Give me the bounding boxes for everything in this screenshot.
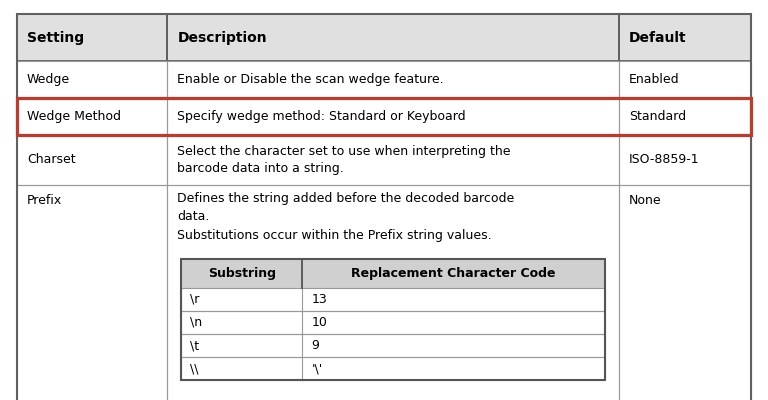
- Text: Specify wedge method: Standard or Keyboard: Specify wedge method: Standard or Keyboa…: [177, 110, 466, 123]
- Bar: [181, 357, 605, 380]
- Bar: [167, 61, 619, 98]
- Bar: [181, 311, 605, 334]
- Bar: [619, 185, 751, 400]
- Text: Wedge Method: Wedge Method: [27, 110, 121, 123]
- Text: ISO-8859-1: ISO-8859-1: [629, 153, 700, 166]
- Bar: [167, 14, 619, 61]
- Text: Prefix: Prefix: [27, 194, 62, 206]
- Bar: [17, 185, 167, 400]
- Bar: [181, 288, 605, 311]
- Text: Standard: Standard: [629, 110, 686, 123]
- Text: Charset: Charset: [27, 153, 75, 166]
- Bar: [17, 98, 751, 135]
- Text: Substring: Substring: [207, 267, 276, 280]
- Text: data.: data.: [177, 210, 210, 223]
- Text: 13: 13: [311, 293, 327, 306]
- Bar: [181, 288, 605, 311]
- Text: Select the character set to use when interpreting the
barcode data into a string: Select the character set to use when int…: [177, 145, 511, 175]
- Bar: [17, 61, 167, 98]
- Text: Description: Description: [177, 31, 267, 45]
- Bar: [167, 185, 619, 400]
- Bar: [619, 135, 751, 185]
- Bar: [17, 14, 167, 61]
- Bar: [167, 98, 619, 135]
- Bar: [17, 185, 167, 400]
- Bar: [167, 185, 619, 400]
- Text: None: None: [629, 194, 661, 206]
- Bar: [17, 135, 167, 185]
- Text: Wedge: Wedge: [27, 73, 70, 86]
- Text: Substitutions occur within the Prefix string values.: Substitutions occur within the Prefix st…: [177, 229, 492, 242]
- Text: \\: \\: [190, 362, 199, 375]
- Bar: [619, 61, 751, 98]
- Text: \n: \n: [190, 316, 203, 329]
- Bar: [167, 135, 619, 185]
- Text: Setting: Setting: [27, 31, 84, 45]
- Bar: [619, 61, 751, 98]
- Bar: [17, 14, 167, 61]
- Bar: [17, 98, 167, 135]
- Bar: [619, 14, 751, 61]
- Bar: [619, 14, 751, 61]
- Text: \r: \r: [190, 293, 200, 306]
- Text: 10: 10: [311, 316, 327, 329]
- Bar: [17, 135, 167, 185]
- Bar: [619, 98, 751, 135]
- Bar: [181, 311, 605, 334]
- Text: '\': '\': [311, 362, 323, 375]
- Text: Enable or Disable the scan wedge feature.: Enable or Disable the scan wedge feature…: [177, 73, 444, 86]
- Text: Defines the string added before the decoded barcode: Defines the string added before the deco…: [177, 192, 515, 205]
- Bar: [167, 14, 619, 61]
- Text: Default: Default: [629, 31, 687, 45]
- Bar: [167, 135, 619, 185]
- Text: Enabled: Enabled: [629, 73, 680, 86]
- Text: Replacement Character Code: Replacement Character Code: [351, 267, 556, 280]
- Bar: [17, 61, 167, 98]
- Bar: [17, 98, 167, 135]
- Bar: [619, 185, 751, 400]
- Bar: [181, 334, 605, 357]
- Text: 9: 9: [311, 339, 319, 352]
- Text: \t: \t: [190, 339, 200, 352]
- Bar: [619, 135, 751, 185]
- Bar: [167, 98, 619, 135]
- Bar: [181, 334, 605, 357]
- Bar: [181, 259, 605, 380]
- Bar: [181, 259, 605, 288]
- Bar: [167, 61, 619, 98]
- Bar: [619, 98, 751, 135]
- Bar: [181, 357, 605, 380]
